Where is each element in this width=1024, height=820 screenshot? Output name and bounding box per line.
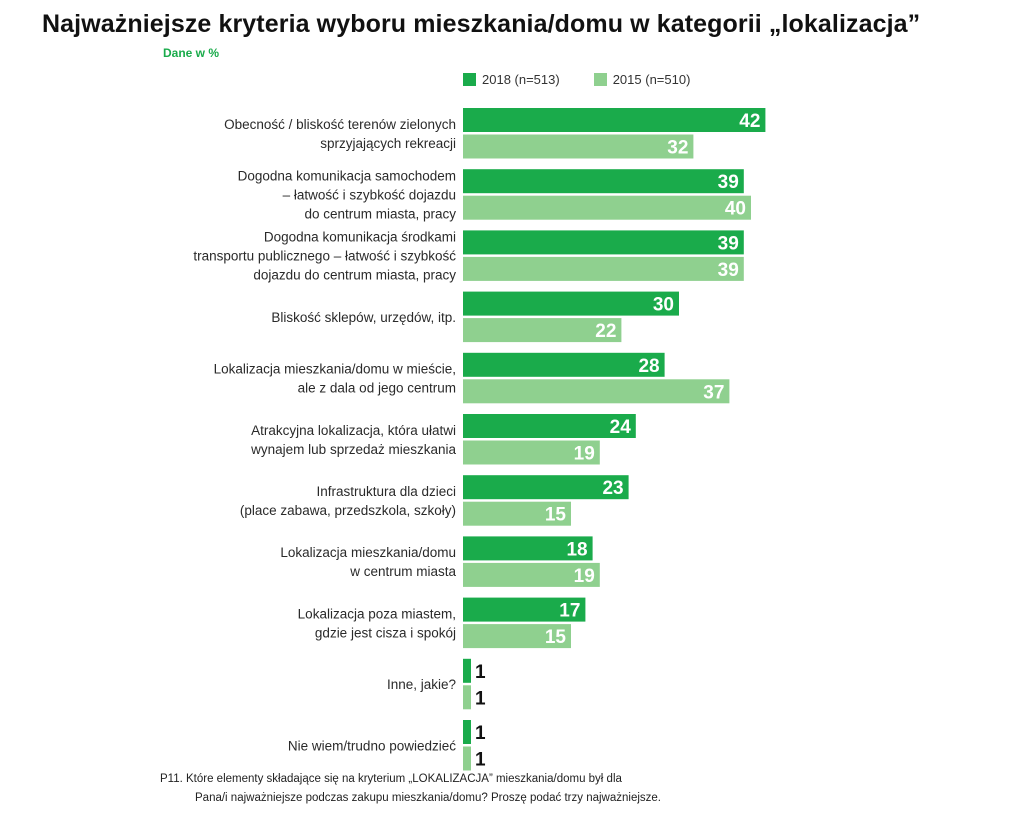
- bar-2015: [463, 501, 571, 526]
- footnote-line-2: Pana/i najważniejsze podczas zakupu mies…: [195, 792, 661, 804]
- data-label: 28: [638, 356, 659, 377]
- category-label: Lokalizacja poza miastem, gdzie jest cisz…: [298, 606, 456, 640]
- bar-2015: [463, 256, 744, 281]
- footnote: P11. Które elementy składające się na kr…: [160, 770, 661, 808]
- bar-2015: [463, 134, 694, 159]
- bar-2015: [463, 318, 622, 343]
- data-label: 39: [718, 172, 739, 193]
- bar-2018: [463, 230, 744, 255]
- bar-2018: [463, 658, 471, 683]
- bar-2018: [463, 352, 665, 377]
- data-label: 18: [566, 539, 587, 560]
- bar-2015: [463, 195, 751, 220]
- bar-2015: [463, 440, 600, 465]
- bar-2018: [463, 597, 586, 622]
- category-label: Dogodna komunikacja samochodem – łatwość …: [238, 168, 457, 221]
- data-label: 42: [739, 111, 760, 132]
- data-label: 1: [475, 723, 486, 744]
- data-label: 19: [574, 566, 595, 587]
- legend-label-2018: 2018 (n=513): [482, 72, 560, 87]
- data-label: 37: [703, 382, 724, 403]
- bar-2018: [463, 414, 636, 438]
- bar-2015: [463, 685, 471, 710]
- bar-2018: [463, 475, 629, 500]
- bar-2015: [463, 746, 471, 771]
- data-label: 30: [653, 295, 674, 316]
- bar-2015: [463, 379, 730, 404]
- data-label: 23: [602, 478, 623, 499]
- category-label: Inne, jakie?: [387, 677, 456, 692]
- data-label: 39: [718, 233, 739, 254]
- data-label: 15: [545, 627, 567, 648]
- bar-2018: [463, 169, 744, 194]
- bar-2015: [463, 624, 571, 649]
- legend-item-2015: 2015 (n=510): [593, 72, 691, 87]
- category-label: Infrastruktura dla dzieci (place zabawa, …: [240, 484, 456, 518]
- data-label: 24: [610, 417, 632, 438]
- data-label: 32: [667, 138, 688, 159]
- data-label: 19: [574, 444, 595, 465]
- bar-2018: [463, 536, 593, 561]
- legend-swatch-2015: [593, 73, 607, 86]
- chart-title: Najważniejsze kryteria wyboru mieszkania…: [42, 10, 921, 38]
- legend-label-2015: 2015 (n=510): [612, 72, 691, 87]
- category-label: Lokalizacja mieszkania/domu w mieście, al…: [214, 362, 456, 396]
- data-label: 15: [545, 505, 567, 526]
- chart-subtitle: Dane w %: [163, 46, 220, 60]
- category-label: Bliskość sklepów, urzędów, itp.: [271, 310, 456, 325]
- data-label: 1: [475, 688, 486, 709]
- bar-2018: [463, 720, 471, 744]
- category-label: Nie wiem/trudno powiedzieć: [288, 738, 456, 753]
- data-label: 22: [595, 321, 616, 342]
- data-label: 39: [718, 260, 739, 281]
- bar-2015: [463, 562, 600, 587]
- data-label: 17: [559, 601, 580, 622]
- data-label: 40: [725, 199, 746, 220]
- bar-2018: [463, 291, 679, 316]
- category-label: Lokalizacja mieszkania/domu w centrum mia…: [280, 545, 456, 579]
- bar-2018: [463, 108, 766, 132]
- legend-swatch-2018: [463, 73, 476, 86]
- footnote-line-1: P11. Które elementy składające się na kr…: [160, 773, 622, 785]
- data-label: 1: [475, 662, 486, 683]
- data-label: 1: [475, 750, 486, 771]
- legend-item-2018: 2018 (n=513): [463, 72, 560, 87]
- category-label: Obecność / bliskość terenów zielonych spr…: [224, 117, 456, 151]
- category-label: Dogodna komunikacja środkami transportu p…: [193, 230, 456, 283]
- category-label: Atrakcyjna lokalizacja, która ułatwi wyna…: [250, 423, 456, 457]
- legend: 2018 (n=513) 2015 (n=510): [463, 72, 724, 87]
